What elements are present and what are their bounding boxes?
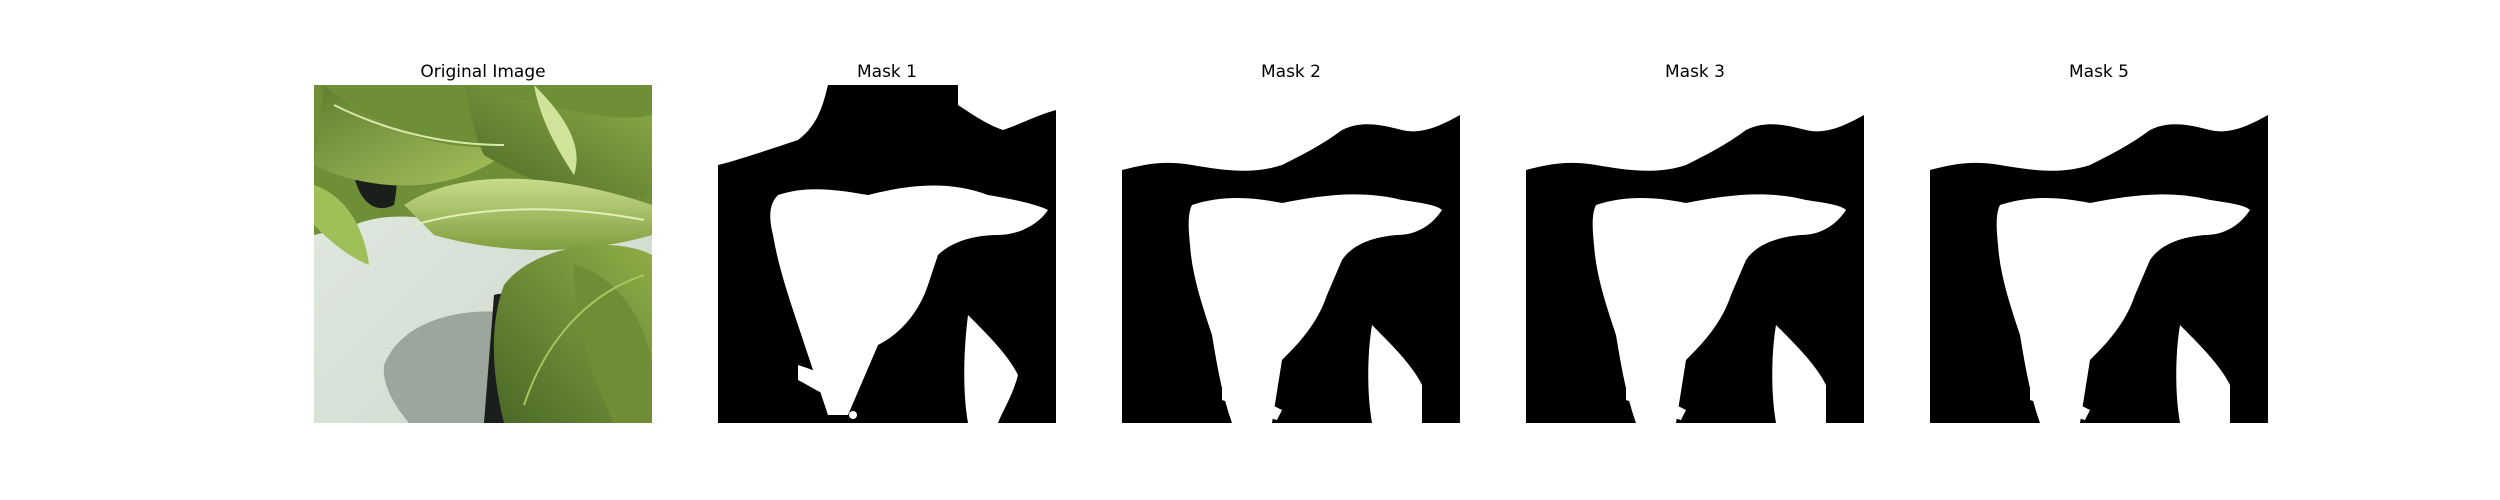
panel-title: Mask 1 bbox=[856, 62, 917, 82]
mask-image bbox=[1930, 85, 2268, 423]
original-photo bbox=[314, 85, 652, 423]
mask-image bbox=[1122, 85, 1460, 423]
panel-title: Mask 2 bbox=[1260, 62, 1321, 82]
panel-title: Original Image bbox=[420, 62, 546, 82]
mask-image bbox=[718, 85, 1056, 423]
panel-title: Mask 3 bbox=[1664, 62, 1725, 82]
panel-title: Mask 5 bbox=[2068, 62, 2129, 82]
mask-image bbox=[1526, 85, 1864, 423]
